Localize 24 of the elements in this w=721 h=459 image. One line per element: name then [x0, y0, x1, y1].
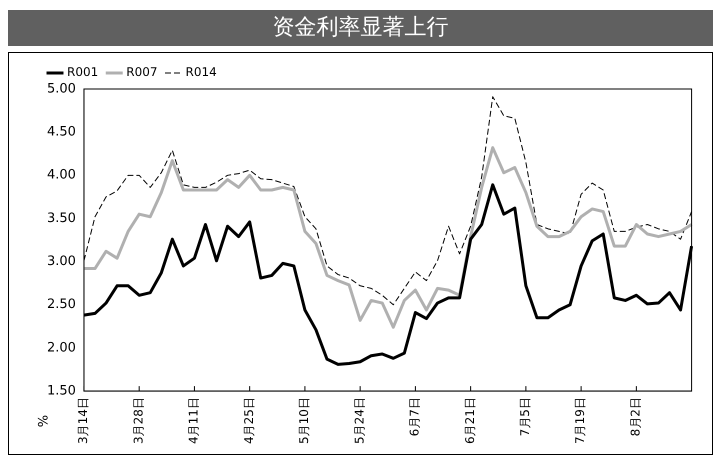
y-tick-label: 5.00: [46, 81, 76, 96]
y-tick-label: 2.50: [46, 297, 76, 312]
legend-label: R007: [126, 65, 158, 80]
x-tick-label: 3月28日: [131, 397, 146, 444]
legend-label: R014: [185, 65, 217, 80]
x-tick-label: 4月25日: [242, 397, 256, 444]
y-axis-title: %: [36, 414, 52, 428]
x-tick-label: 8月2日: [628, 397, 642, 436]
y-tick-label: 3.00: [46, 254, 76, 269]
x-tick-label: 6月7日: [408, 397, 422, 436]
x-tick-label: 7月19日: [573, 397, 588, 444]
y-tick-label: 4.50: [46, 124, 76, 140]
y-tick-label: 1.50: [46, 383, 76, 398]
x-tick-label: 7月5日: [518, 397, 532, 436]
x-tick-label: 5月10日: [297, 397, 312, 444]
y-tick-label: 2.00: [46, 340, 76, 356]
x-tick-label: 5月24日: [352, 397, 366, 444]
y-tick-label: 3.50: [46, 210, 76, 226]
chart-title: 资金利率显著上行: [8, 10, 713, 46]
x-tick-label: 3月14日: [76, 397, 90, 444]
x-tick-label: 4月11日: [186, 397, 201, 444]
x-tick-label: 6月21日: [462, 397, 477, 444]
legend-label: R001: [67, 65, 98, 80]
y-tick-label: 4.00: [46, 168, 76, 183]
